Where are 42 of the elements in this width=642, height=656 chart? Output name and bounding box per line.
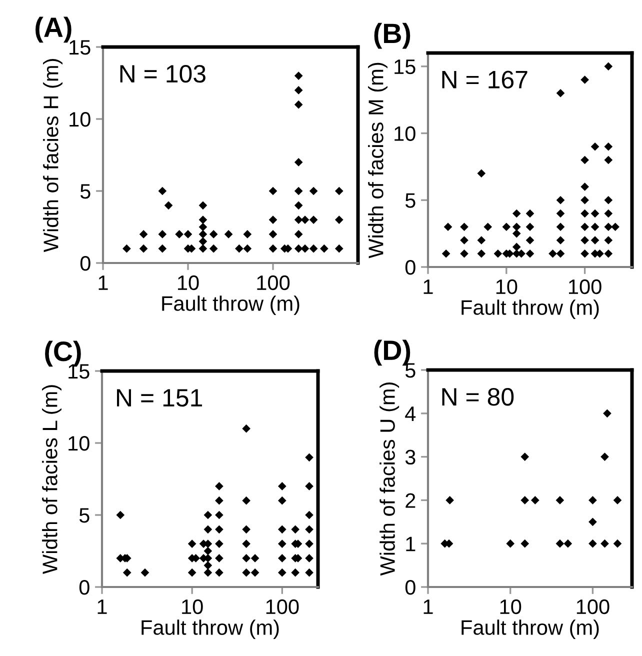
y-tick-label: 4 <box>405 406 416 421</box>
y-tick-label: 1 <box>406 536 416 552</box>
x-tick-label: 1 <box>424 600 433 614</box>
x-tick-label: 100 <box>257 275 290 290</box>
x-tick-label: 100 <box>266 599 299 614</box>
y-tick-label: 0 <box>405 580 416 595</box>
x-axis-title: Fault throw (m) <box>462 300 599 320</box>
x-tick-label: 100 <box>576 599 610 614</box>
x-tick-label: 1 <box>98 600 107 614</box>
x-tick-label: 10 <box>178 275 199 290</box>
x-tick-label: 10 <box>500 599 522 614</box>
annotation: N = 103 <box>120 64 206 83</box>
y-axis-title: Width of facies M (m) <box>368 62 388 258</box>
y-tick-label: 2 <box>406 493 416 508</box>
chart-title: (A) <box>36 16 72 43</box>
y-tick-label: 3 <box>405 450 416 465</box>
y-tick-label: 10 <box>68 436 90 451</box>
annotation: N = 151 <box>117 389 202 407</box>
y-tick-label: 10 <box>394 126 416 142</box>
y-tick-label: 10 <box>70 112 90 127</box>
x-axis-title: Fault throw (m) <box>162 296 300 316</box>
y-axis-title: Width of facies H (m) <box>43 59 62 252</box>
y-tick-label: 0 <box>405 260 416 275</box>
y-tick-label: 5 <box>79 508 90 523</box>
annotation: N = 167 <box>442 70 528 88</box>
y-tick-label: 0 <box>79 580 90 595</box>
y-tick-label: 5 <box>80 184 90 199</box>
x-tick-label: 10 <box>182 599 203 614</box>
x-tick-label: 10 <box>496 279 518 294</box>
chart-title: (B) <box>374 22 410 49</box>
x-axis-title: Fault throw (m) <box>462 620 599 640</box>
x-tick-label: 1 <box>98 276 108 290</box>
y-axis-title: Width of facies U (m) <box>380 382 400 576</box>
y-tick-label: 0 <box>80 256 90 271</box>
y-tick-label: 15 <box>70 40 90 55</box>
x-tick-label: 1 <box>424 280 433 294</box>
annotation: N = 80 <box>442 388 514 406</box>
y-axis-title: Width of facies L (m) <box>42 385 62 574</box>
x-tick-label: 100 <box>569 279 602 294</box>
y-tick-label: 15 <box>394 60 416 74</box>
x-axis-title: Fault throw (m) <box>142 620 279 640</box>
y-tick-label: 5 <box>405 193 416 208</box>
